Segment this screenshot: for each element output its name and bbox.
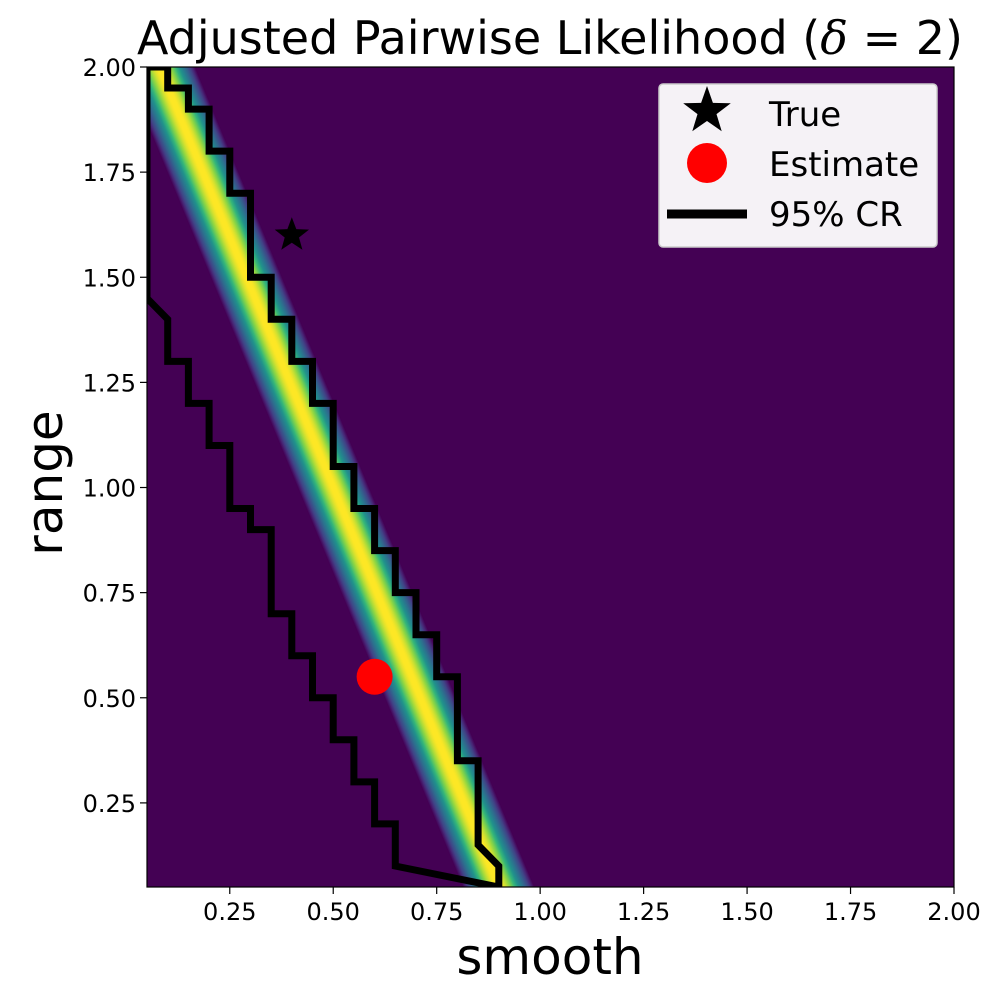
y-axis-label: range — [16, 410, 74, 555]
legend-label-estimate: Estimate — [769, 145, 919, 185]
x-axis-label: smooth — [456, 928, 643, 986]
y-tick-label: 0.25 — [83, 790, 136, 818]
y-tick-label: 1.25 — [83, 369, 136, 397]
y-tick-label: 0.50 — [83, 685, 136, 713]
x-tick-label: 1.75 — [824, 898, 877, 926]
likelihood-heatmap — [147, 67, 535, 887]
y-tick-label: 0.75 — [83, 580, 136, 608]
legend-star-icon — [683, 86, 731, 132]
estimate-point — [356, 658, 393, 695]
true-value-star — [274, 217, 309, 250]
x-tick-label: 2.00 — [927, 898, 980, 926]
y-tick-label: 1.75 — [83, 159, 136, 187]
legend: True Estimate 95% CR — [658, 83, 938, 248]
x-tick-label: 0.50 — [307, 898, 360, 926]
chart-title: Adjusted Pairwise Likelihood (δ = 2) — [137, 11, 963, 65]
legend-box — [658, 83, 938, 248]
plot-frame — [146, 66, 955, 888]
x-tick-label: 1.50 — [720, 898, 773, 926]
x-tick-label: 0.25 — [203, 898, 256, 926]
y-tick-label: 1.50 — [83, 264, 136, 292]
x-tick-label: 0.75 — [410, 898, 463, 926]
heatmap-band — [157, 67, 501, 887]
y-tick-label: 1.00 — [83, 475, 136, 503]
legend-circle-icon — [687, 143, 727, 183]
x-tick-label: 1.25 — [617, 898, 670, 926]
credible-region-outline — [147, 67, 503, 887]
legend-label-cr: 95% CR — [769, 195, 903, 235]
legend-label-true: True — [768, 95, 841, 135]
x-tick-label: 1.00 — [513, 898, 566, 926]
y-axis-ticks: 0.25 0.50 0.75 1.00 1.25 1.50 1.75 2.00 — [83, 54, 147, 818]
x-axis-ticks: 0.25 0.50 0.75 1.00 1.25 1.50 1.75 2.00 — [203, 887, 981, 926]
y-tick-label: 2.00 — [83, 54, 136, 82]
